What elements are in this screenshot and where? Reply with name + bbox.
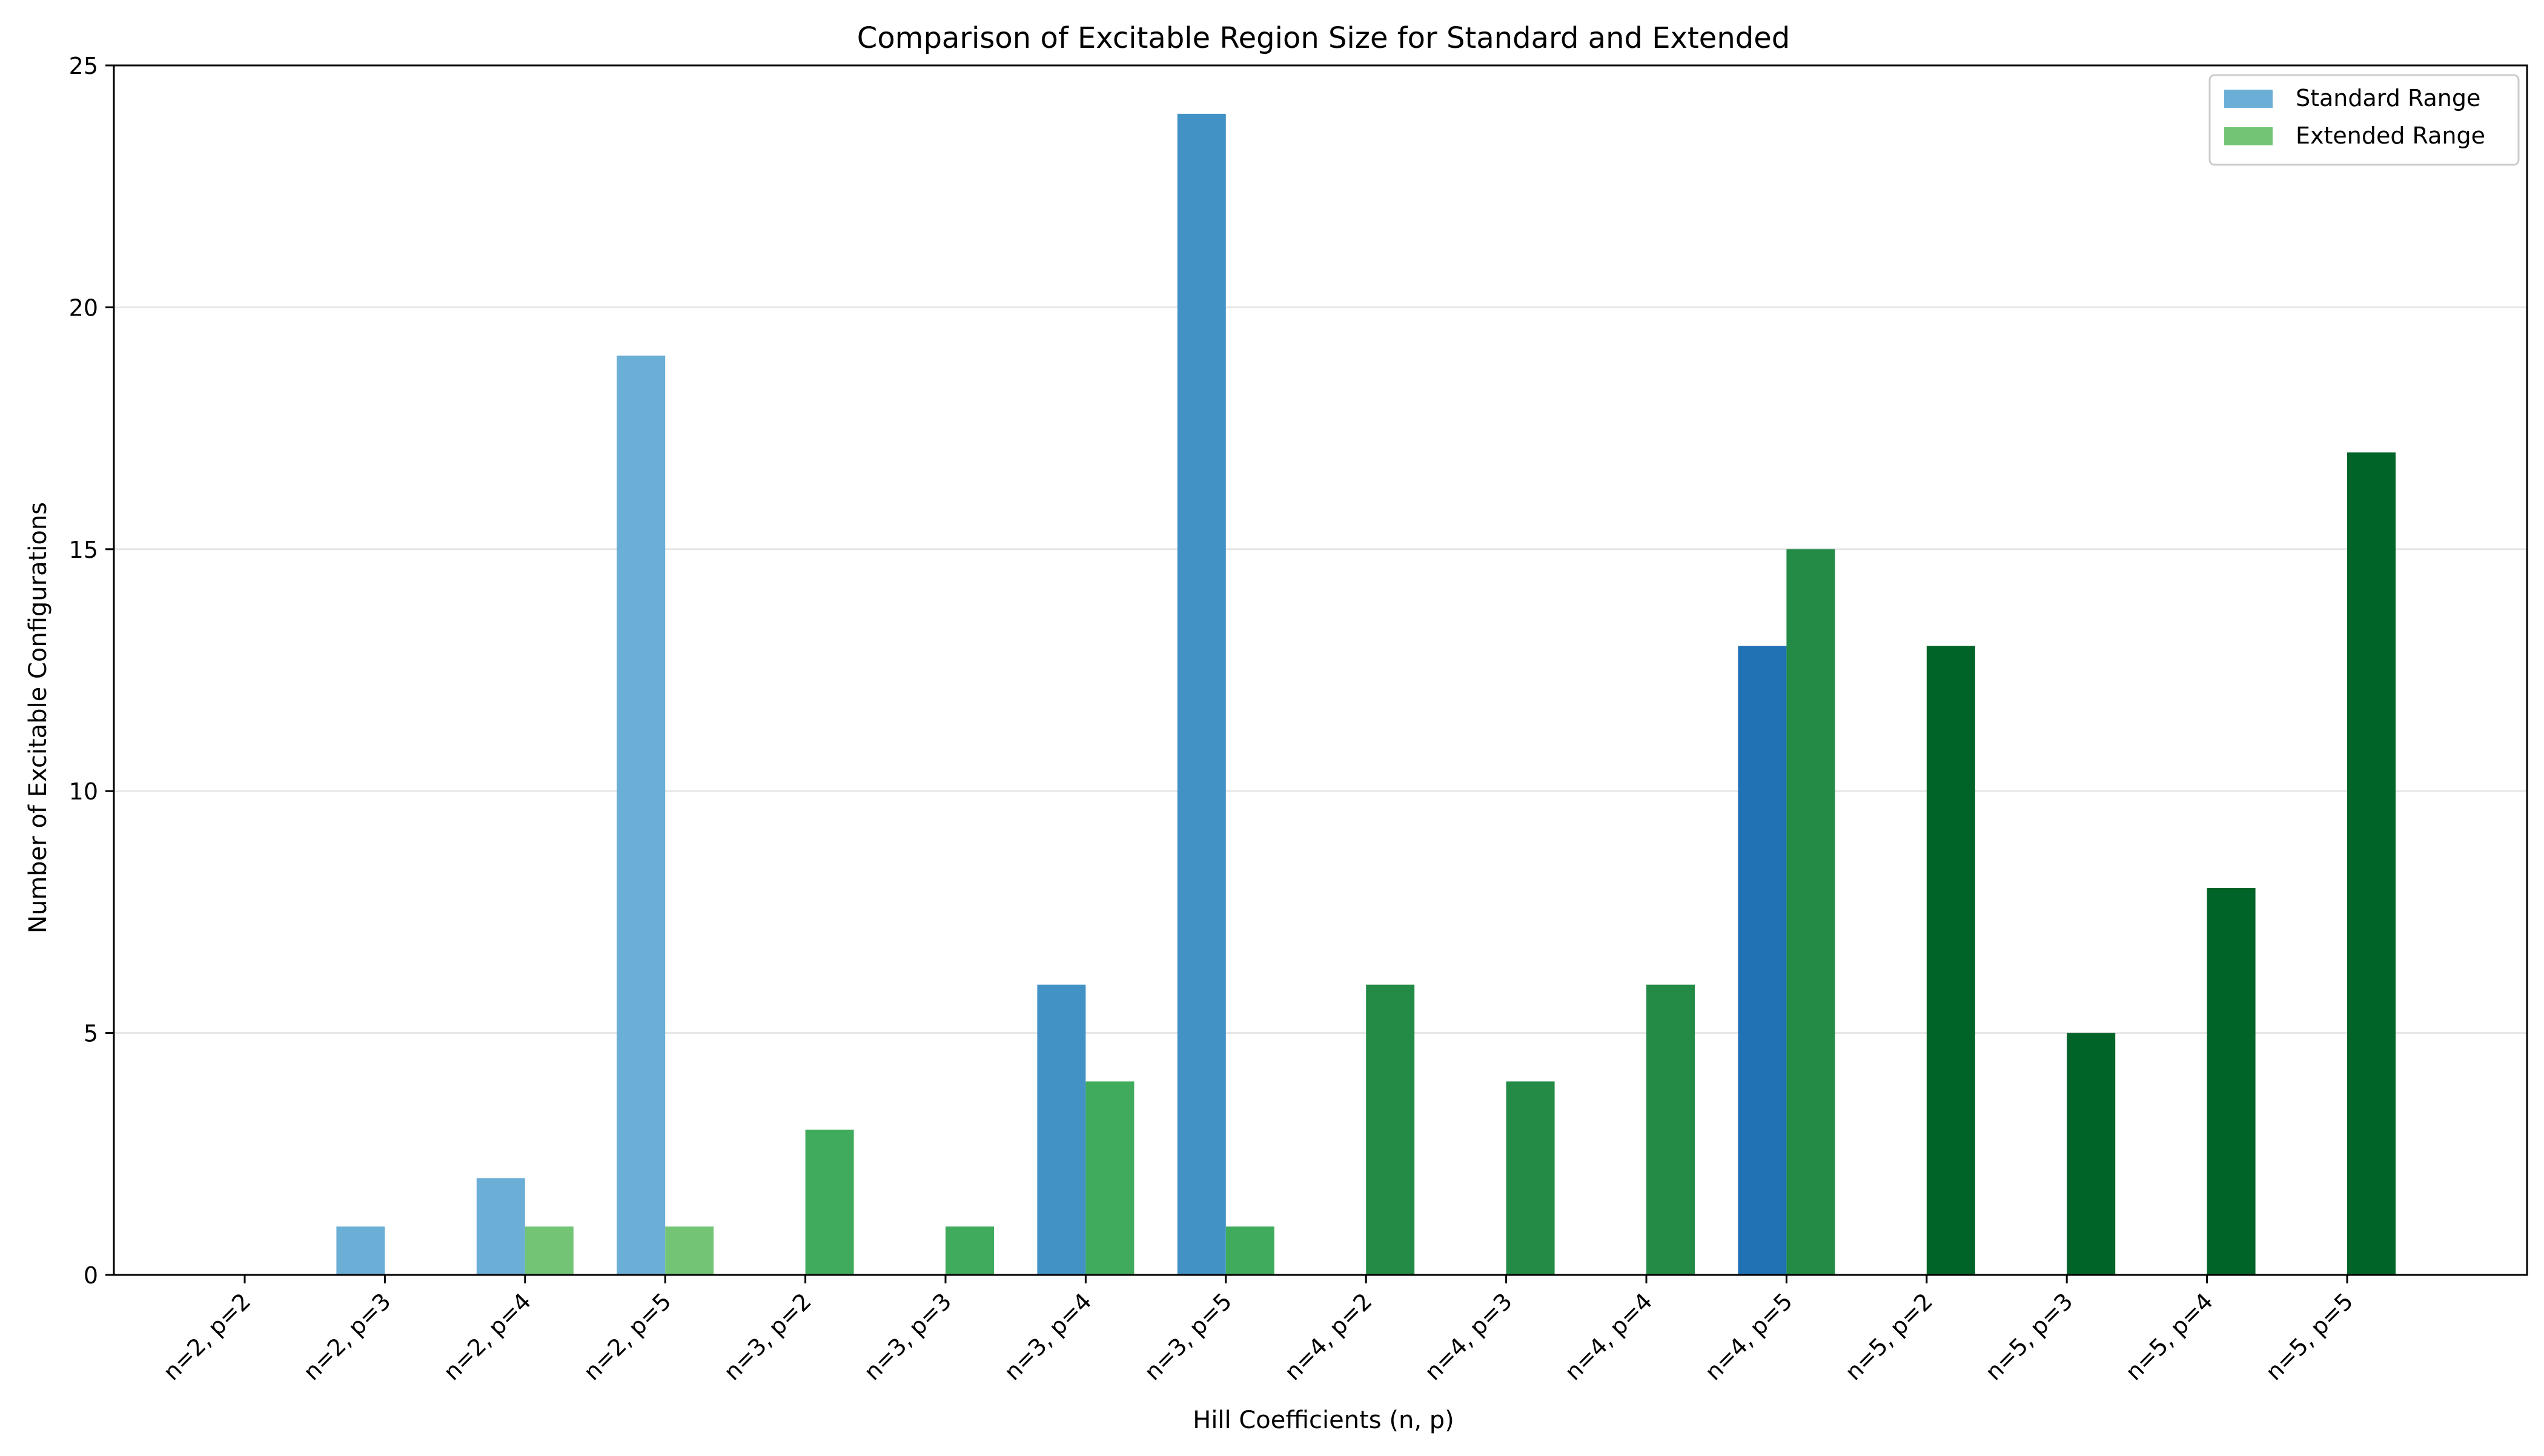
bar-extended <box>1786 549 1835 1275</box>
y-tick-label: 20 <box>69 294 98 321</box>
y-tick-label: 5 <box>84 1021 98 1047</box>
chart-title: Comparison of Excitable Region Size for … <box>857 21 1790 55</box>
bar-standard <box>1037 984 1086 1275</box>
bar-standard <box>1738 646 1787 1275</box>
y-tick-label: 10 <box>69 778 98 805</box>
y-tick-label: 25 <box>69 53 98 79</box>
bar-standard <box>1177 113 1226 1275</box>
bar-extended <box>946 1226 994 1275</box>
bar-extended <box>2067 1033 2116 1275</box>
y-tick-label: 15 <box>69 537 98 563</box>
legend-label: Standard Range <box>2296 85 2480 111</box>
bar-standard <box>336 1226 385 1275</box>
bar-extended <box>1366 984 1415 1275</box>
bar-standard <box>617 356 666 1275</box>
x-axis-label: Hill Coefficients (n, p) <box>1193 1406 1454 1434</box>
bar-extended <box>1926 646 1975 1275</box>
bar-extended <box>1225 1226 1274 1275</box>
bar-extended <box>665 1226 714 1275</box>
bar-standard <box>476 1178 525 1275</box>
grid-lines <box>114 64 2527 1034</box>
legend-box <box>2208 74 2520 166</box>
bar-extended <box>2207 887 2256 1275</box>
y-axis-label: Number of Excitable Configurations <box>24 502 52 933</box>
y-tick-label: 0 <box>84 1262 98 1289</box>
bar-extended <box>1506 1081 1555 1275</box>
legend-swatch <box>2224 90 2273 108</box>
y-axis-ticks: 0 5 10 15 20 25 <box>69 53 114 1289</box>
plot-frame <box>113 64 2528 1276</box>
bar-extended <box>2347 452 2396 1275</box>
bar-extended <box>525 1226 574 1275</box>
legend-label: Extended Range <box>2296 122 2485 149</box>
bar-extended <box>805 1130 854 1275</box>
legend-swatch <box>2224 127 2273 145</box>
bar-extended <box>1646 984 1695 1275</box>
bars <box>336 113 2396 1275</box>
legend: Standard Range Extended Range <box>2208 74 2520 166</box>
bar-extended <box>1085 1081 1135 1275</box>
